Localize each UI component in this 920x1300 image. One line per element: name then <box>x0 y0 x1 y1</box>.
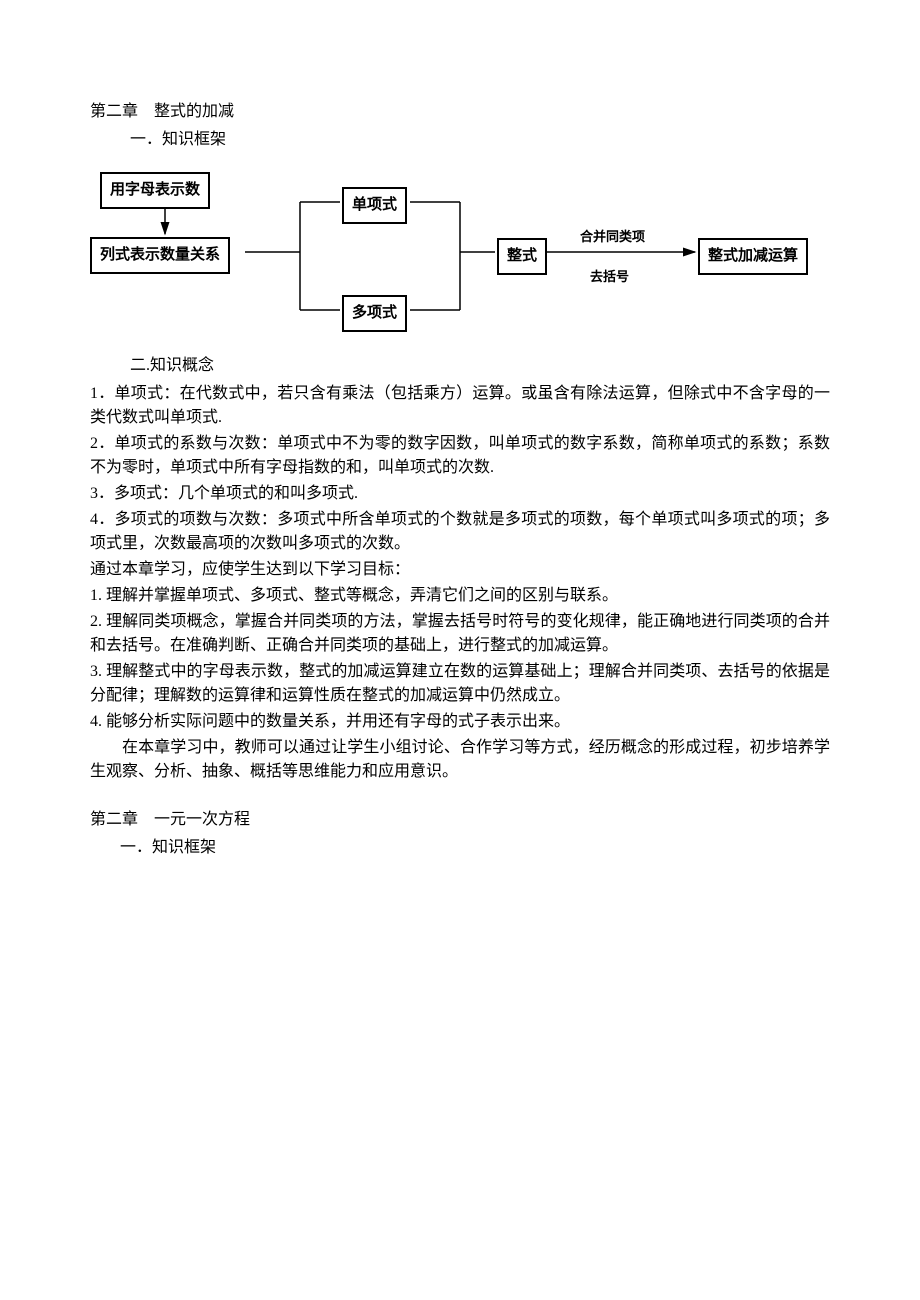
goal-item: 4. 能够分析实际问题中的数量关系，并用还有字母的式子表示出来。 <box>90 710 830 734</box>
goal-item: 1. 理解并掌握单项式、多项式、整式等概念，弄清它们之间的区别与联系。 <box>90 584 830 608</box>
diagram-edge-label: 去括号 <box>590 267 629 287</box>
chapter-title: 第二章 整式的加减 <box>90 100 830 124</box>
goal-item: 3. 理解整式中的字母表示数，整式的加减运算建立在数的运算基础上；理解合并同类项… <box>90 660 830 708</box>
chapter-summary: 在本章学习中，教师可以通过让学生小组讨论、合作学习等方式，经历概念的形成过程，初… <box>90 736 830 784</box>
section-heading: 一．知识框架 <box>120 836 830 860</box>
diagram-node: 列式表示数量关系 <box>90 237 230 274</box>
diagram-node: 整式 <box>497 238 547 275</box>
chapter-title: 第二章 一元一次方程 <box>90 808 830 832</box>
section-heading: 一．知识框架 <box>130 128 830 152</box>
diagram-node: 多项式 <box>342 295 407 332</box>
definition-item: 4．多项式的项数与次数：多项式中所含单项式的个数就是多项式的项数，每个单项式叫多… <box>90 508 830 556</box>
definition-item: 3．多项式：几个单项式的和叫多项式. <box>90 482 830 506</box>
diagram-node: 整式加减运算 <box>698 238 808 275</box>
goals-intro: 通过本章学习，应使学生达到以下学习目标： <box>90 558 830 582</box>
goal-item: 2. 理解同类项概念，掌握合并同类项的方法，掌握去括号时符号的变化规律，能正确地… <box>90 610 830 658</box>
diagram-node: 单项式 <box>342 187 407 224</box>
section-heading: 二.知识概念 <box>130 354 830 378</box>
diagram-node: 用字母表示数 <box>100 172 210 209</box>
definition-item: 2．单项式的系数与次数：单项式中不为零的数字因数，叫单项式的数字系数，简称单项式… <box>90 432 830 480</box>
knowledge-framework-diagram: 用字母表示数 列式表示数量关系 单项式 多项式 整式 整式加减运算 合并同类项 … <box>90 162 830 342</box>
definition-item: 1．单项式：在代数式中，若只含有乘法（包括乘方）运算。或虽含有除法运算，但除式中… <box>90 382 830 430</box>
diagram-edge-label: 合并同类项 <box>580 227 645 247</box>
